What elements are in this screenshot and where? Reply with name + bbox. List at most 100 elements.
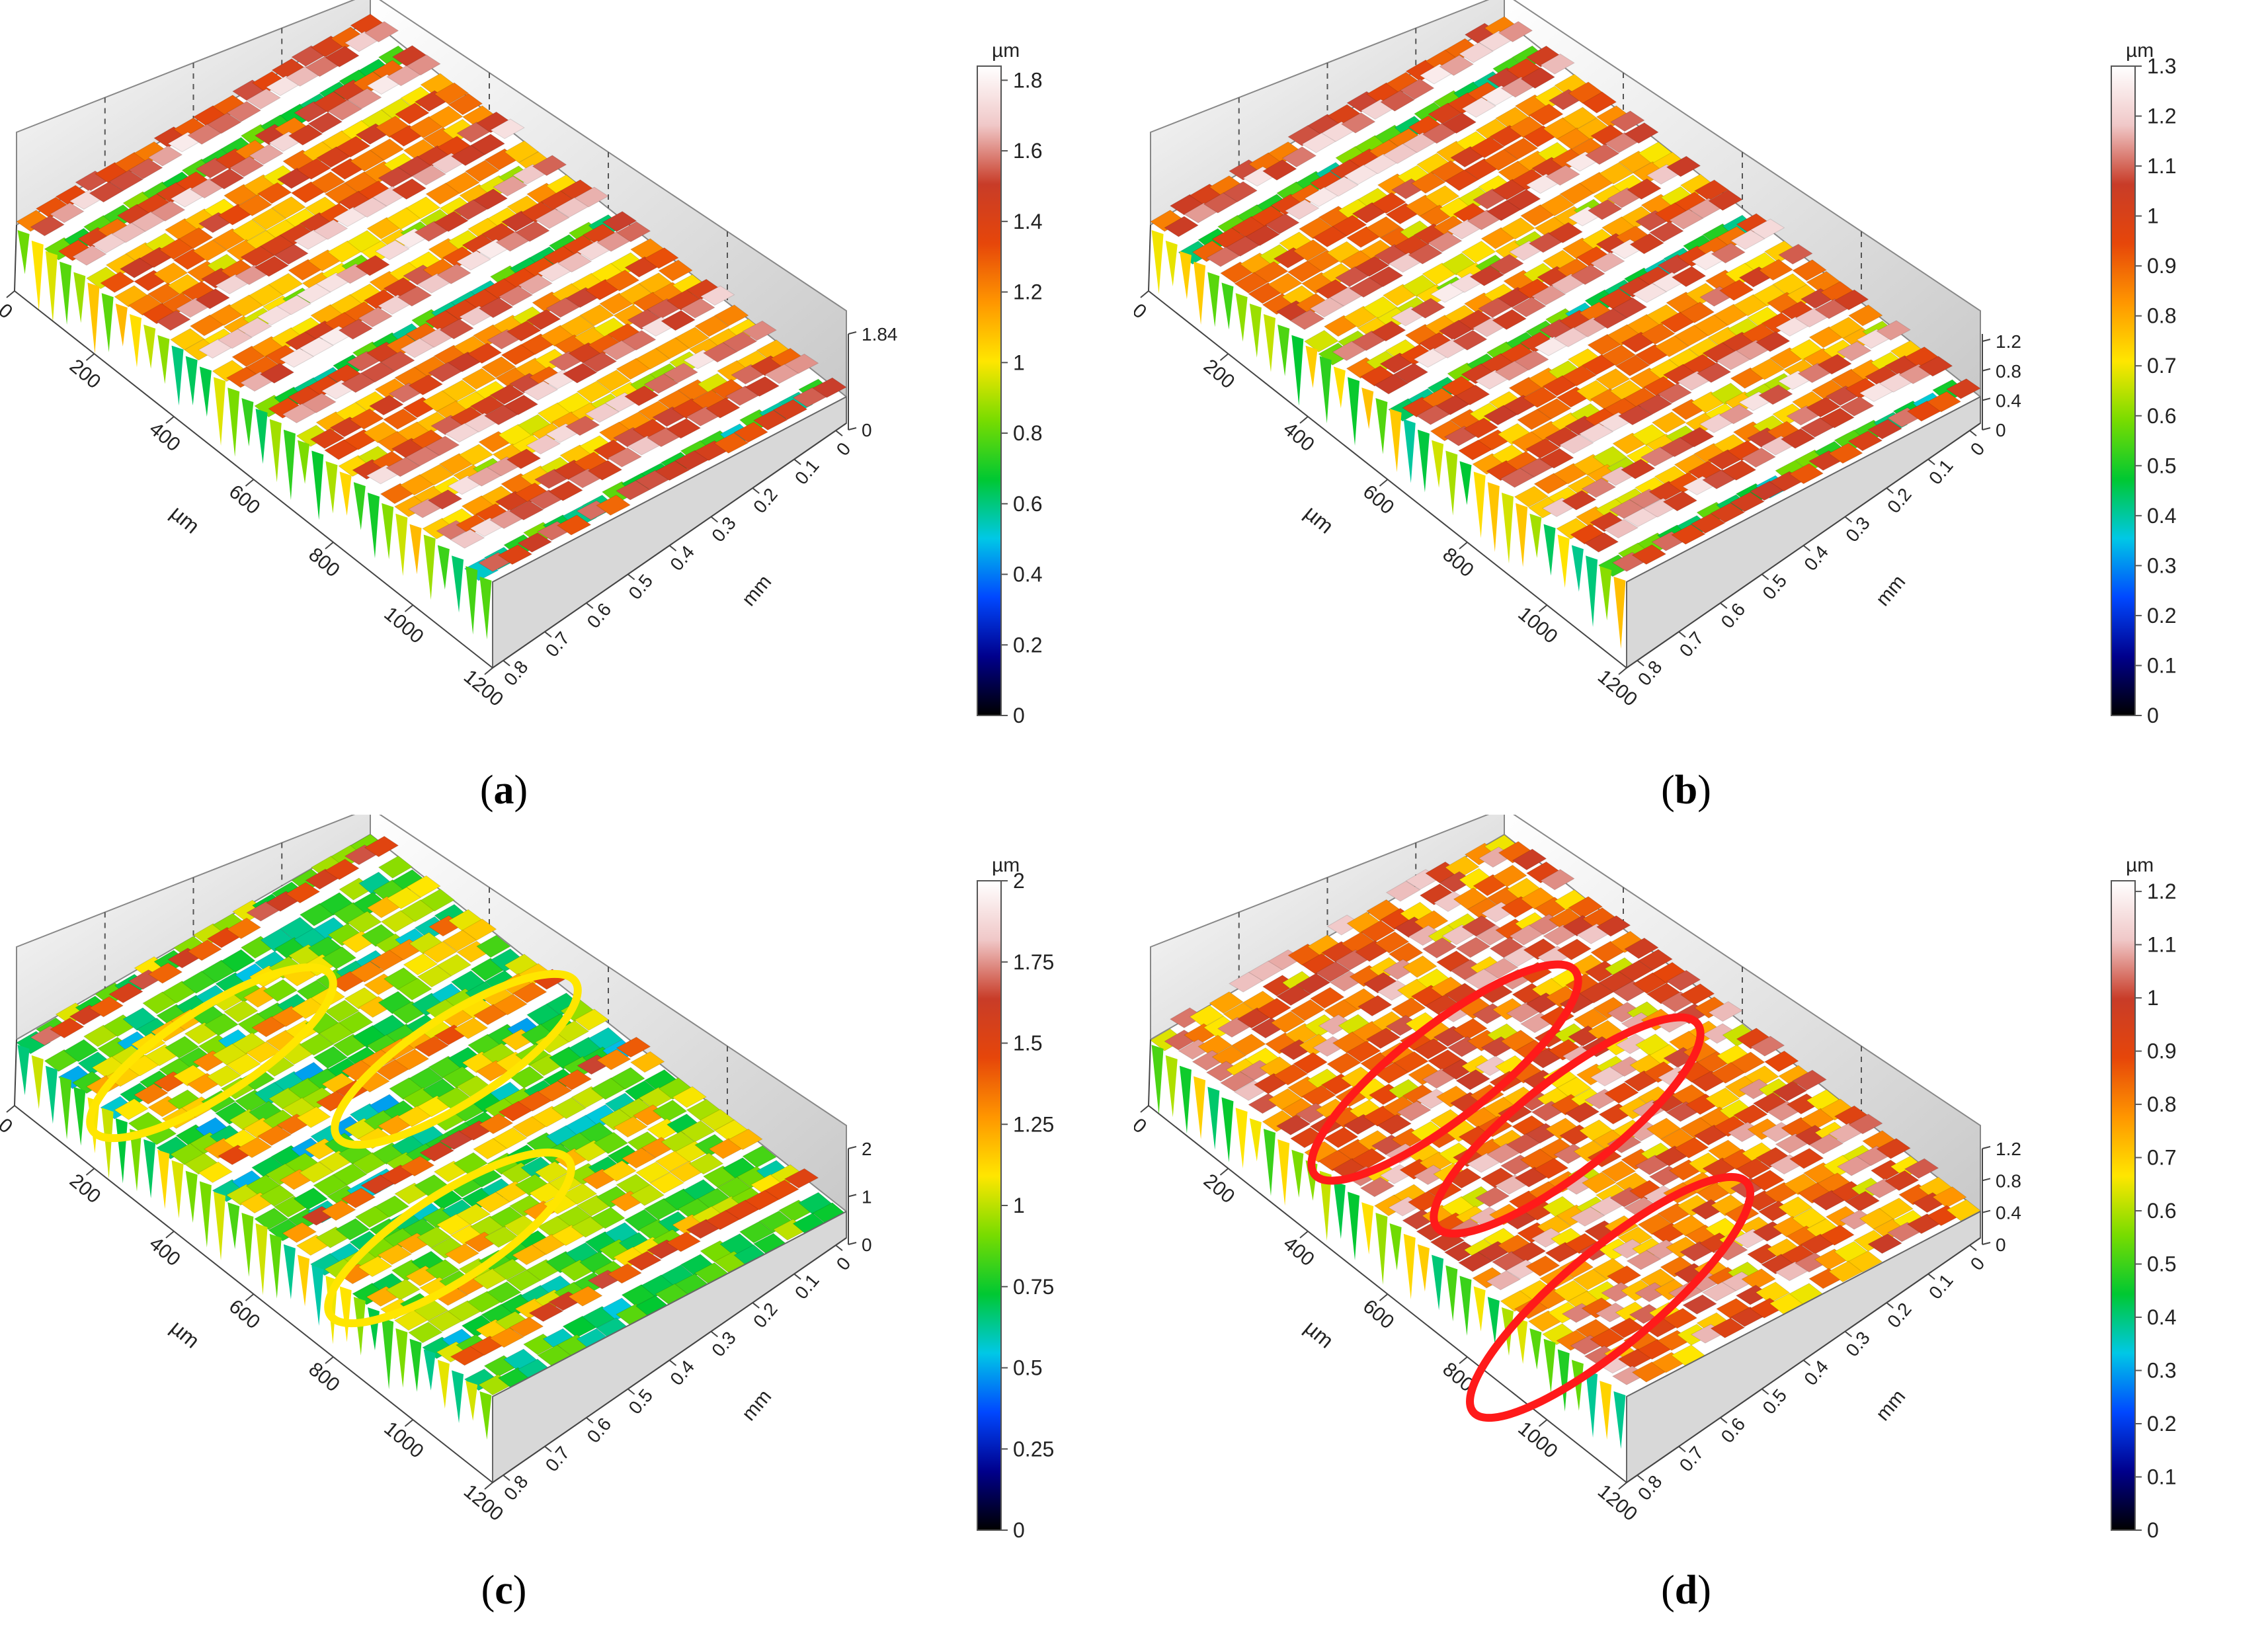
surface-facet xyxy=(1806,397,1841,418)
surface-facet xyxy=(1511,1241,1547,1262)
surface-facet xyxy=(523,380,559,401)
surface-facet xyxy=(1301,1084,1336,1107)
x-tick xyxy=(85,1168,95,1176)
y-axis-label: mm xyxy=(738,1385,776,1425)
y-tick xyxy=(1762,1388,1769,1395)
ridge-spike xyxy=(1473,1286,1486,1332)
surface-facet xyxy=(1340,112,1376,134)
surface-facet xyxy=(1879,1198,1914,1220)
ridge-spike xyxy=(1473,471,1486,538)
surface-facet xyxy=(1640,323,1676,345)
ridge-spike xyxy=(269,1233,282,1299)
surface-facet xyxy=(1710,503,1746,523)
ridge-spike xyxy=(1361,1202,1374,1255)
surface-facet xyxy=(1461,240,1496,263)
surface-facet xyxy=(325,46,360,67)
surface-facet xyxy=(1293,239,1328,262)
surface-facet xyxy=(420,888,455,912)
colorbar-unit: µm xyxy=(2126,854,2154,876)
ridge-spike xyxy=(409,1338,422,1392)
surface-facet xyxy=(1359,1176,1395,1198)
ridge-spike xyxy=(1361,387,1374,429)
x-tick-label: 600 xyxy=(1359,481,1398,518)
ridge-spike xyxy=(1529,513,1542,558)
surface-facet xyxy=(1326,1052,1361,1075)
y-tick xyxy=(1844,516,1852,523)
surface-facet xyxy=(1624,122,1659,144)
surface-facet xyxy=(1441,112,1477,134)
z-tick-label: 1.84 xyxy=(862,324,898,345)
surface-facet xyxy=(271,196,306,219)
ridge-spike xyxy=(311,1265,324,1326)
z-tick-label: 2 xyxy=(862,1139,872,1159)
y-tick-label: 0 xyxy=(832,438,855,460)
surface-facet xyxy=(1539,448,1574,469)
surface-facet xyxy=(1371,192,1406,214)
surface-facet xyxy=(526,309,561,331)
surface-facet xyxy=(537,1080,573,1102)
y-tick xyxy=(503,660,510,667)
surface-facet xyxy=(1867,419,1903,440)
surface-facet xyxy=(1789,1148,1824,1169)
y-tick xyxy=(628,1388,635,1395)
x-tick-label: 0 xyxy=(0,1114,17,1138)
surface-facet xyxy=(784,1168,819,1189)
surface-facet xyxy=(1904,1158,1939,1179)
surface-facet xyxy=(332,1163,368,1186)
surface-facet xyxy=(218,328,253,349)
surface-facet xyxy=(1533,1158,1569,1179)
surface-facet xyxy=(49,1017,85,1039)
colorbar-tick-label: 0.2 xyxy=(1013,633,1042,657)
ridge-spike xyxy=(1277,1139,1290,1206)
surface-facet xyxy=(752,409,788,430)
ridge-spike xyxy=(437,1360,450,1409)
surface-facet xyxy=(1876,320,1912,341)
ridge-spike xyxy=(1221,282,1234,330)
surface-facet xyxy=(417,965,452,988)
surface-facet xyxy=(588,1027,624,1051)
surface-facet xyxy=(204,1013,239,1036)
surface-facet xyxy=(489,384,525,405)
surface-facet xyxy=(506,320,542,342)
surface-facet xyxy=(445,171,480,194)
ridge-spike xyxy=(283,429,296,501)
x-tick-label: 200 xyxy=(65,355,105,393)
x-tick xyxy=(6,290,15,298)
surface-facet xyxy=(478,1113,514,1135)
surface-facet xyxy=(506,448,542,469)
ridge-spike xyxy=(45,1065,58,1124)
highlight-ellipse xyxy=(331,969,582,1149)
surface-facet xyxy=(310,171,346,194)
colorbar-tick-label: 0.5 xyxy=(1013,1356,1042,1380)
ridge-spike xyxy=(199,1181,212,1248)
ridge-spike xyxy=(1194,261,1206,325)
surface-facet xyxy=(254,1207,289,1231)
ridge-spike xyxy=(171,345,184,406)
surface-facet xyxy=(169,328,205,350)
caption-d: (d) xyxy=(1661,1568,1711,1613)
surface-facet xyxy=(439,319,474,340)
z-tick xyxy=(848,427,857,430)
box-edge xyxy=(14,224,17,292)
surface-facet xyxy=(624,385,659,407)
z-tick xyxy=(848,1146,857,1149)
surface-facet xyxy=(1680,983,1715,1005)
surface-facet xyxy=(627,1250,662,1271)
surface-facet xyxy=(1315,961,1351,983)
ridge-spike xyxy=(1375,398,1388,455)
ridge-spike xyxy=(143,1139,156,1199)
surface-facet xyxy=(1638,949,1674,971)
surface-facet xyxy=(399,1155,435,1177)
ridge-spike xyxy=(1586,555,1598,628)
surface-facet xyxy=(327,99,362,121)
surface-facet xyxy=(1164,216,1199,237)
surface-facet xyxy=(604,269,640,292)
surface-facet xyxy=(259,1184,295,1207)
ridge-spike xyxy=(269,419,282,483)
ridge-spike xyxy=(1459,1276,1472,1336)
ridge-spike xyxy=(452,1370,464,1424)
surface-facet xyxy=(1690,513,1726,534)
ridge-spike xyxy=(1389,408,1402,473)
surface-facet xyxy=(313,1174,348,1197)
colorbar-tick-label: 0 xyxy=(2147,704,2159,727)
